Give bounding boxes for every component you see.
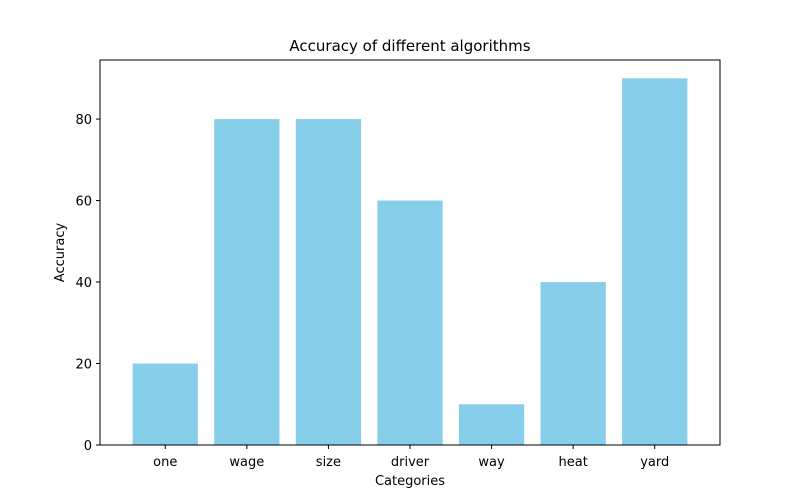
y-tick-label: 60: [75, 195, 92, 210]
x-axis-label: Categories: [375, 474, 445, 489]
x-tick-label: way: [478, 455, 505, 470]
y-tick-label: 0: [84, 439, 92, 454]
x-tick-label: one: [153, 455, 177, 470]
bar-heat: [540, 282, 606, 445]
y-tick-label: 40: [75, 276, 92, 291]
x-tick-label: driver: [391, 455, 430, 470]
y-axis-label: Accuracy: [53, 223, 68, 283]
plot-frame: [99, 59, 721, 446]
chart-title: Accuracy of different algorithms: [289, 37, 530, 55]
bar-wage: [214, 119, 280, 446]
bar-one: [132, 363, 198, 445]
y-tick-label: 80: [75, 113, 92, 128]
bar-yard: [622, 78, 688, 445]
bar-driver: [377, 200, 443, 445]
y-tick-label: 20: [75, 358, 92, 373]
bar-way: [458, 404, 525, 445]
bars-layer: [132, 78, 688, 446]
bar-size: [295, 119, 362, 446]
x-tick-label: wage: [229, 455, 264, 470]
x-tick-label: heat: [559, 455, 588, 470]
ticks-layer: one wage size driver way heat yard 0 20 40 60 80: [75, 113, 669, 470]
x-tick-label: size: [316, 455, 341, 470]
x-tick-label: yard: [640, 455, 669, 470]
